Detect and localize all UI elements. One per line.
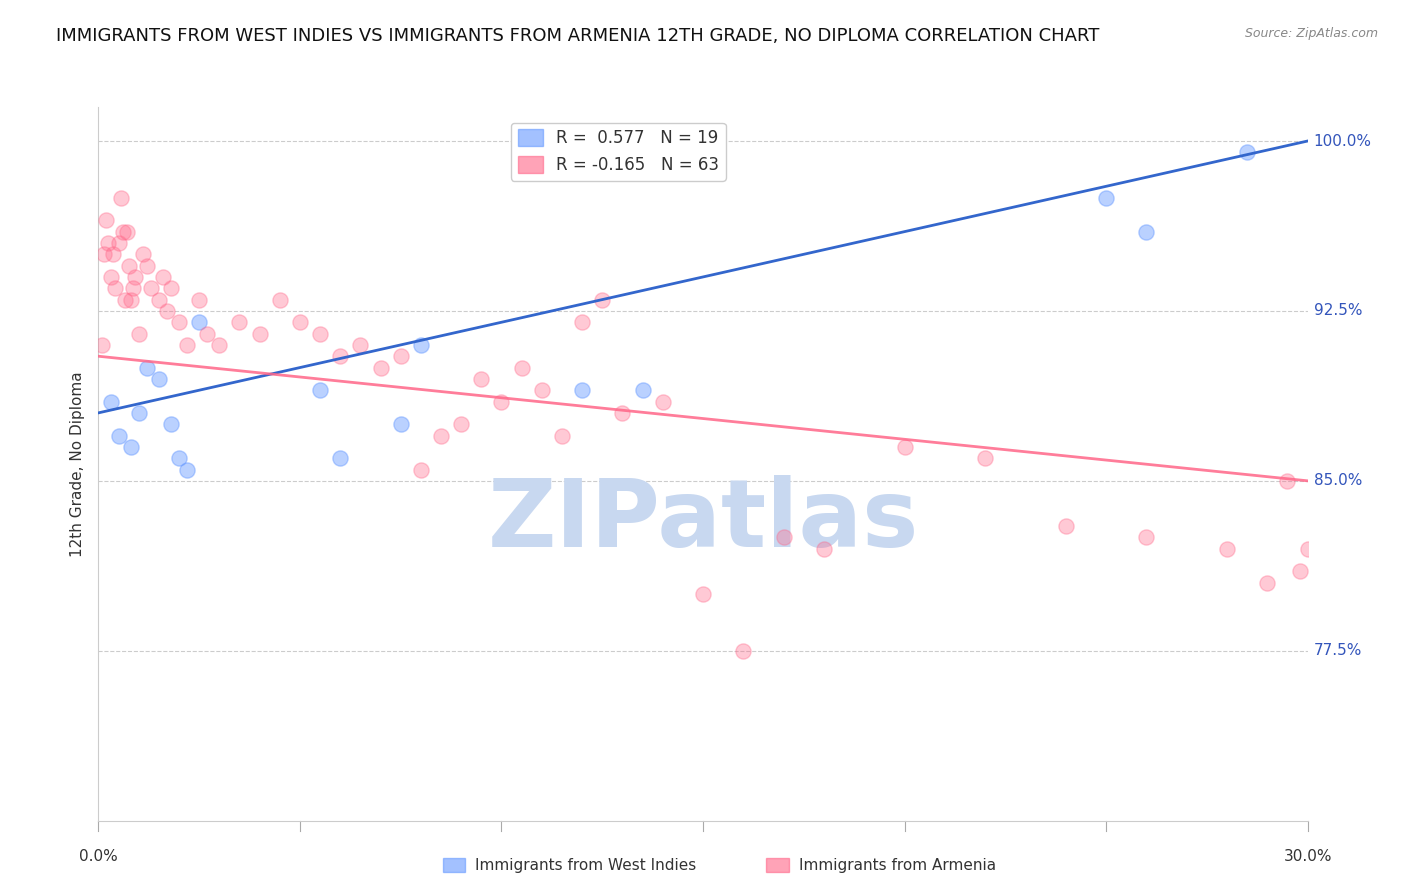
Point [389,417,412,432]
Point [249,326,271,341]
Point [288,315,311,329]
Point [100,269,122,284]
Point [91,338,114,352]
Text: ZIPatlas: ZIPatlas [488,475,918,567]
Point [118,259,141,273]
Point [1054,519,1077,533]
Point [120,440,142,454]
Point [409,462,432,476]
Point [813,541,835,556]
Legend: R =  0.577   N = 19, R = -0.165   N = 63: R = 0.577 N = 19, R = -0.165 N = 63 [510,122,725,180]
Point [124,269,146,284]
Point [188,293,211,307]
Point [188,315,211,329]
Point [430,428,453,442]
Point [148,293,170,307]
Point [692,587,714,601]
Point [97,235,120,250]
Point [974,451,997,466]
Point [1288,565,1310,579]
Point [893,440,915,454]
Point [176,338,198,352]
Text: 92.5%: 92.5% [1313,303,1362,318]
Point [156,304,179,318]
Text: 77.5%: 77.5% [1313,643,1362,658]
Point [1256,575,1278,590]
Point [208,338,231,352]
Point [167,451,190,466]
Point [651,394,673,409]
Point [1135,531,1157,545]
Point [1236,145,1258,160]
Point [309,383,332,397]
Point [93,247,115,261]
Point [111,225,134,239]
Point [733,644,755,658]
Point [450,417,472,432]
Point [101,247,124,261]
Point [107,235,129,250]
Point [103,281,125,295]
Point [115,225,138,239]
Point [631,383,654,397]
Point [389,349,412,363]
Point [530,383,553,397]
Point [135,360,157,375]
Point [612,406,634,420]
Point [195,326,218,341]
Point [167,315,190,329]
Point [1216,541,1239,556]
Point [128,406,150,420]
Point [176,462,198,476]
Point [349,338,371,352]
Point [491,394,513,409]
Y-axis label: 12th Grade, No Diploma: 12th Grade, No Diploma [69,371,84,557]
Text: 0.0%: 0.0% [79,849,118,864]
Point [128,326,150,341]
Point [152,269,174,284]
Point [269,293,291,307]
Point [160,417,183,432]
Point [591,293,613,307]
Point [571,315,593,329]
Point [329,349,352,363]
Point [571,383,593,397]
Text: Source: ZipAtlas.com: Source: ZipAtlas.com [1244,27,1378,40]
Point [1135,225,1157,239]
Point [409,338,432,352]
Point [120,293,142,307]
Point [135,259,157,273]
Point [96,213,118,227]
Point [132,247,155,261]
Point [107,428,129,442]
Text: 30.0%: 30.0% [1284,849,1331,864]
Point [1296,541,1319,556]
Point [139,281,162,295]
Point [309,326,332,341]
Point [110,191,132,205]
Point [121,281,143,295]
Text: Immigrants from Armenia: Immigrants from Armenia [799,858,995,872]
Point [114,293,136,307]
Point [551,428,574,442]
Point [470,372,492,386]
Text: 100.0%: 100.0% [1313,134,1372,149]
Point [148,372,170,386]
Point [1277,474,1299,488]
Point [329,451,352,466]
Point [100,394,122,409]
Text: IMMIGRANTS FROM WEST INDIES VS IMMIGRANTS FROM ARMENIA 12TH GRADE, NO DIPLOMA CO: IMMIGRANTS FROM WEST INDIES VS IMMIGRANT… [56,27,1099,45]
Point [160,281,183,295]
Point [1095,191,1118,205]
Point [772,531,794,545]
Point [510,360,533,375]
Text: 85.0%: 85.0% [1313,474,1362,488]
Point [370,360,392,375]
Point [228,315,250,329]
Text: Immigrants from West Indies: Immigrants from West Indies [475,858,696,872]
